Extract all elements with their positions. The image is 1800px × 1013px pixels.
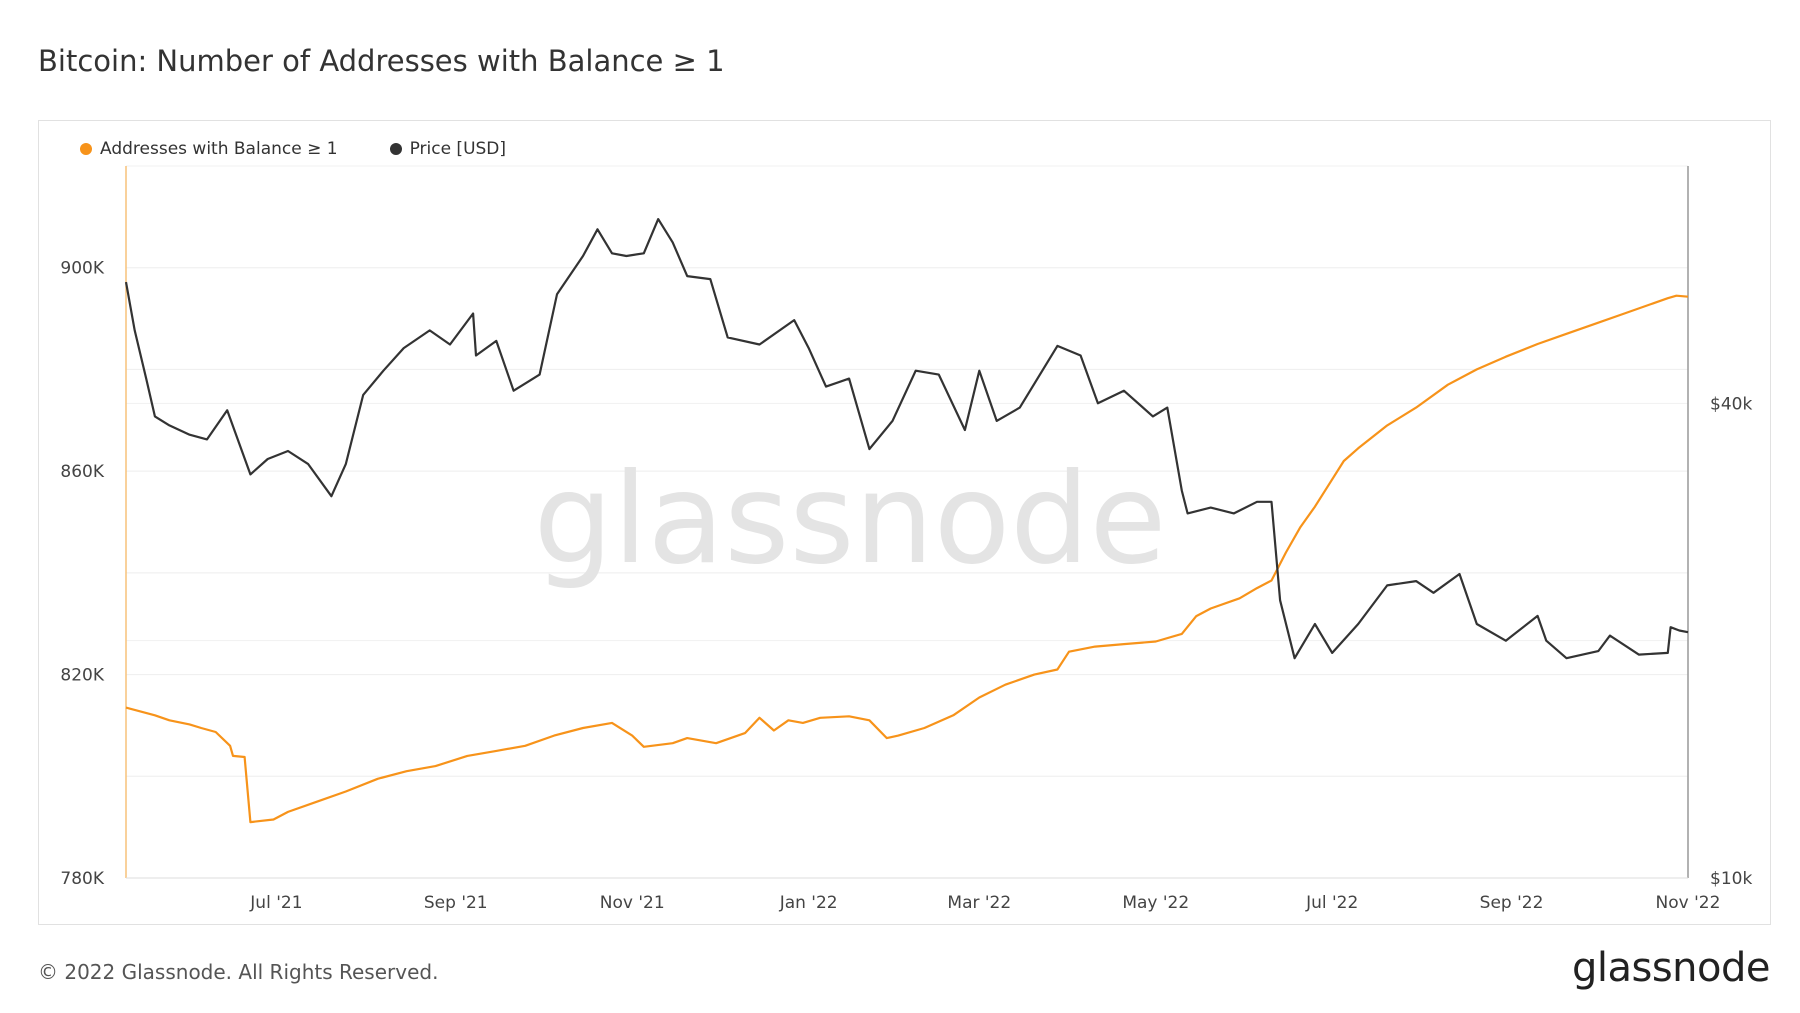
series-group <box>124 218 1689 824</box>
legend-item-price[interactable]: Price [USD] <box>389 139 507 159</box>
x-tick-label: Jan '22 <box>779 893 838 913</box>
y-left-tick-label: 900K <box>60 259 104 279</box>
x-tick-label: Sep '21 <box>424 893 488 913</box>
legend-label-addresses: Addresses with Balance ≥ 1 <box>100 139 338 159</box>
x-tick-label: May '22 <box>1122 893 1189 913</box>
price-series-line <box>124 218 1689 660</box>
x-tick-label: Sep '22 <box>1480 893 1544 913</box>
chart-title: Bitcoin: Number of Addresses with Balanc… <box>38 44 725 78</box>
copyright-text: © 2022 Glassnode. All Rights Reserved. <box>38 960 439 984</box>
x-tick-label: Mar '22 <box>947 893 1011 913</box>
legend-item-addresses[interactable]: Addresses with Balance ≥ 1 <box>80 139 338 159</box>
y-left-tick-label: 780K <box>60 869 104 889</box>
legend-label-price: Price [USD] <box>409 139 507 159</box>
x-tick-label: Nov '21 <box>600 893 665 913</box>
x-tick-label: Jul '21 <box>249 893 302 913</box>
glassnode-logo: glassnode <box>1571 945 1771 991</box>
axes: 780K 820K 860K 900K $10k $40k Jul '21 Sep '21 No… <box>60 166 1752 913</box>
chart-frame <box>38 120 1771 925</box>
x-tick-label: Nov '22 <box>1656 893 1721 913</box>
x-tick-label: Jul '22 <box>1305 893 1358 913</box>
legend: Addresses with Balance ≥ 1 Price [USD] <box>80 139 558 159</box>
legend-dot-addresses <box>80 143 92 155</box>
y-left-tick-label: 860K <box>60 462 104 482</box>
y-right-tick-label: $10k <box>1710 869 1752 889</box>
y-left-tick-label: 820K <box>60 666 104 686</box>
addresses-series-line <box>125 294 1689 824</box>
y-right-tick-label: $40k <box>1710 394 1752 414</box>
watermark-text: glassnode <box>534 447 1167 592</box>
legend-dot-price <box>389 143 402 155</box>
